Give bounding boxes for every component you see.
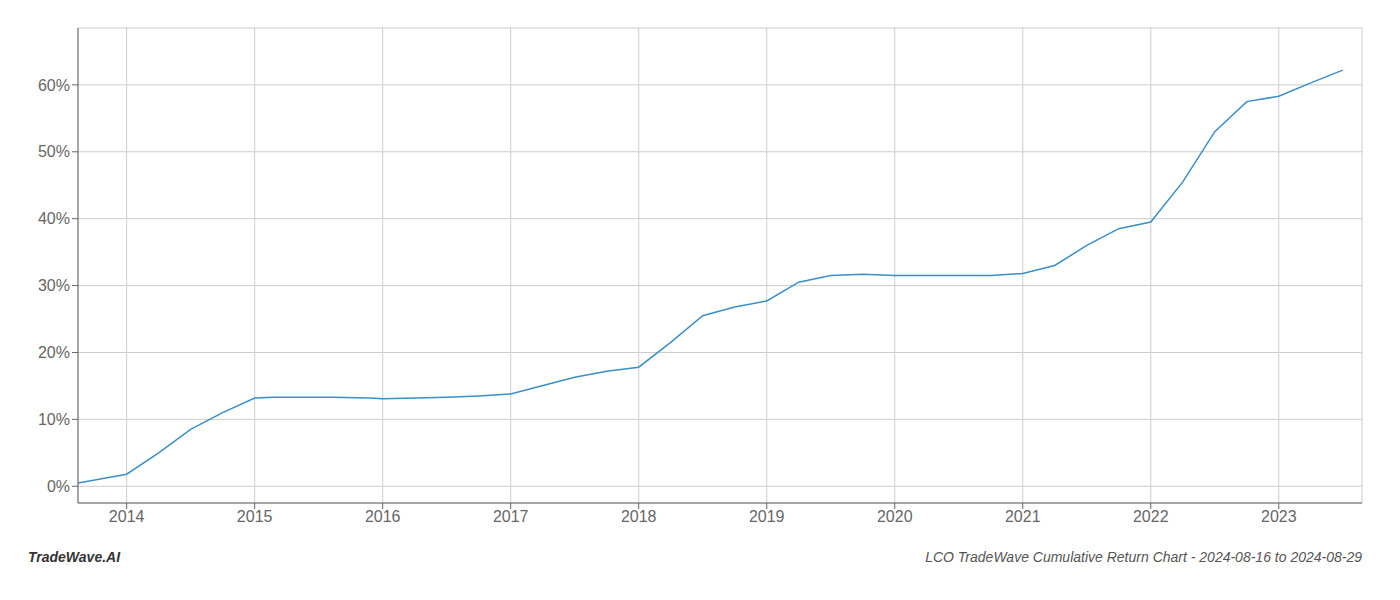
svg-text:20%: 20%: [38, 344, 70, 361]
svg-text:40%: 40%: [38, 210, 70, 227]
svg-text:30%: 30%: [38, 277, 70, 294]
svg-text:2015: 2015: [237, 508, 273, 525]
svg-text:50%: 50%: [38, 143, 70, 160]
svg-text:2020: 2020: [877, 508, 913, 525]
svg-text:2014: 2014: [109, 508, 145, 525]
html-text:TradeWave.AI: TradeWave.AI: [28, 549, 121, 565]
svg-text:2017: 2017: [493, 508, 529, 525]
svg-text:0%: 0%: [47, 478, 70, 495]
svg-text:2022: 2022: [1133, 508, 1169, 525]
svg-text:2021: 2021: [1005, 508, 1041, 525]
html-text:LCO TradeWave Cumulative Retur: LCO TradeWave Cumulative Return Chart - …: [925, 549, 1362, 565]
svg-text:2016: 2016: [365, 508, 401, 525]
svg-text:60%: 60%: [38, 77, 70, 94]
svg-text:2018: 2018: [621, 508, 657, 525]
svg-text:2023: 2023: [1261, 508, 1297, 525]
svg-text:2019: 2019: [749, 508, 785, 525]
svg-text:10%: 10%: [38, 411, 70, 428]
